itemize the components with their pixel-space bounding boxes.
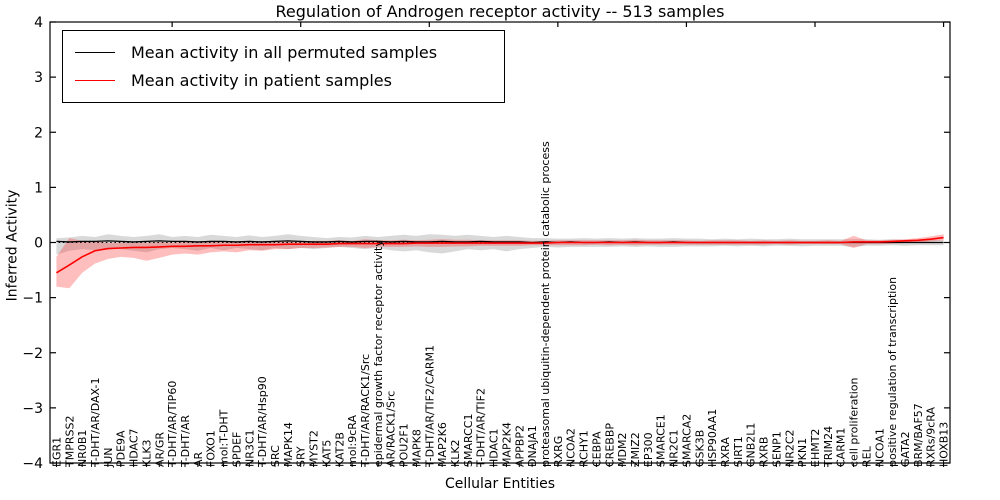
x-tick-label: SRY — [295, 446, 308, 467]
x-tick-label: RXRA — [719, 437, 732, 467]
legend: Mean activity in all permuted samples Me… — [62, 30, 505, 103]
x-tick-label: SIRT1 — [732, 436, 745, 467]
x-tick-label: NR3C1 — [243, 429, 256, 467]
x-tick-label: AR/GR — [153, 432, 166, 467]
x-tick-label: NCOA1 — [873, 428, 886, 467]
chart-title: Regulation of Androgen receptor activity… — [275, 2, 725, 21]
x-tick-label: CARM1 — [835, 428, 848, 467]
permuted-line-sample — [75, 51, 115, 53]
permuted-band — [56, 234, 944, 255]
x-tick-label: AR — [192, 451, 205, 467]
patient-line-sample — [75, 79, 115, 81]
x-tick-label: HSP90AA1 — [706, 409, 719, 467]
x-tick-label: HDAC7 — [128, 428, 141, 467]
x-tick-label: ZMIZ2 — [629, 432, 642, 467]
x-tick-label: epidermal growth factor receptor activit… — [372, 240, 385, 467]
x-tick-label: NCOA2 — [565, 428, 578, 467]
x-tick-label: KAT5 — [320, 440, 333, 467]
x-tick-label: SMARCC1 — [462, 414, 475, 467]
x-tick-label: SENP1 — [770, 431, 783, 467]
x-tick-label: DNAJA1 — [526, 425, 539, 467]
patient-mean-line — [56, 236, 944, 274]
y-tick-label: 2 — [34, 125, 43, 141]
x-tick-label: AR/RACK1/Src — [385, 391, 398, 467]
x-tick-label: EGR1 — [50, 437, 63, 467]
x-tick-label: REL — [860, 445, 873, 467]
x-tick-label: GATA2 — [899, 431, 912, 467]
x-tick-label: mol:9cRA — [346, 415, 359, 467]
x-tick-label: RXRs/9cRA — [925, 406, 938, 467]
x-tick-label: TRIM24 — [822, 426, 835, 468]
x-tick-label: NR2C1 — [668, 429, 681, 467]
x-tick-label: MYST2 — [308, 430, 321, 467]
x-tick-label: RCHY1 — [578, 430, 591, 467]
x-tick-label: SPDEF — [230, 432, 243, 467]
x-tick-label: proteasomal ubiquitin-dependent protein … — [539, 141, 552, 467]
x-tick-label: CREBBP — [603, 423, 616, 467]
y-tick-label: −2 — [22, 346, 43, 362]
x-tick-label: NR2C2 — [783, 429, 796, 467]
x-tick-label: KAT2B — [333, 432, 346, 467]
x-tick-label: TMPRSS2 — [63, 416, 76, 468]
x-tick-label: RXRG — [552, 436, 565, 467]
y-axis-label: Inferred Activity — [4, 189, 21, 302]
x-tick-label: MAP2K4 — [500, 422, 513, 467]
x-tick-label: GSK3B — [693, 430, 706, 467]
patient-band — [56, 234, 944, 289]
x-tick-label: HOXB13 — [938, 422, 951, 467]
x-tick-label: FOXO1 — [205, 430, 218, 467]
x-tick-label: T-DHT/AR — [179, 415, 192, 468]
x-tick-label: MAP2K6 — [436, 422, 449, 467]
y-tick-label: 0 — [34, 236, 43, 252]
y-tick-label: −3 — [22, 401, 43, 417]
x-tick-label: T-DHT/AR/TIF2/CARM1 — [423, 345, 436, 468]
x-tick-label: EP300 — [642, 432, 655, 467]
legend-entry-patient: Mean activity in patient samples — [75, 66, 494, 94]
x-tick-label: KLK3 — [140, 439, 153, 467]
x-tick-label: T-DHT/AR/TIF2 — [475, 388, 488, 468]
x-tick-label: EHMT2 — [809, 429, 822, 467]
x-tick-label: PDE9A — [115, 430, 128, 467]
x-tick-label: PKN1 — [796, 438, 809, 467]
x-tick-label: MAPK8 — [410, 429, 423, 467]
y-tick-label: 4 — [34, 15, 43, 31]
x-tick-label: APPBP2 — [513, 425, 526, 467]
x-tick-label: positive regulation of transcription — [886, 277, 899, 467]
legend-entry-permuted: Mean activity in all permuted samples — [75, 38, 494, 66]
x-tick-label: MDM2 — [616, 433, 629, 467]
x-tick-label: MAPK14 — [282, 422, 295, 467]
y-tick-label: 1 — [34, 180, 43, 196]
x-tick-label: RXRB — [758, 437, 771, 467]
x-tick-label: SMARCE1 — [655, 414, 668, 467]
x-tick-label: KLK2 — [449, 439, 462, 467]
x-tick-label: HDAC1 — [488, 428, 501, 467]
x-tick-label: JUN — [102, 447, 115, 468]
x-tick-label: T-DHT/AR/DAX-1 — [89, 378, 102, 468]
legend-label-permuted: Mean activity in all permuted samples — [131, 42, 438, 62]
x-tick-label: SMARCA2 — [680, 414, 693, 467]
y-tick-label: 3 — [34, 70, 43, 86]
y-tick-label: −4 — [22, 456, 43, 472]
x-tick-label: BRM/BAF57 — [912, 403, 925, 467]
x-tick-label: SRC — [269, 445, 282, 467]
legend-label-patient: Mean activity in patient samples — [131, 70, 392, 90]
x-axis-label: Cellular Entities — [444, 476, 556, 492]
x-tick-label: T-DHT/AR/TIP60 — [166, 381, 179, 468]
x-tick-label: mol:T-DHT — [218, 409, 231, 467]
x-tick-label: GNB2L1 — [745, 423, 758, 467]
x-tick-label: T-DHT/AR/Hsp90 — [256, 376, 269, 468]
x-tick-label: cell proliferation — [848, 377, 861, 467]
y-tick-label: −1 — [22, 291, 43, 307]
x-tick-label: CEBPA — [590, 431, 603, 467]
x-tick-label: POU2F1 — [398, 423, 411, 467]
x-tick-label: T-DHT/AR/RACK1/Src — [359, 354, 372, 468]
x-tick-label: NR0B1 — [76, 430, 89, 467]
